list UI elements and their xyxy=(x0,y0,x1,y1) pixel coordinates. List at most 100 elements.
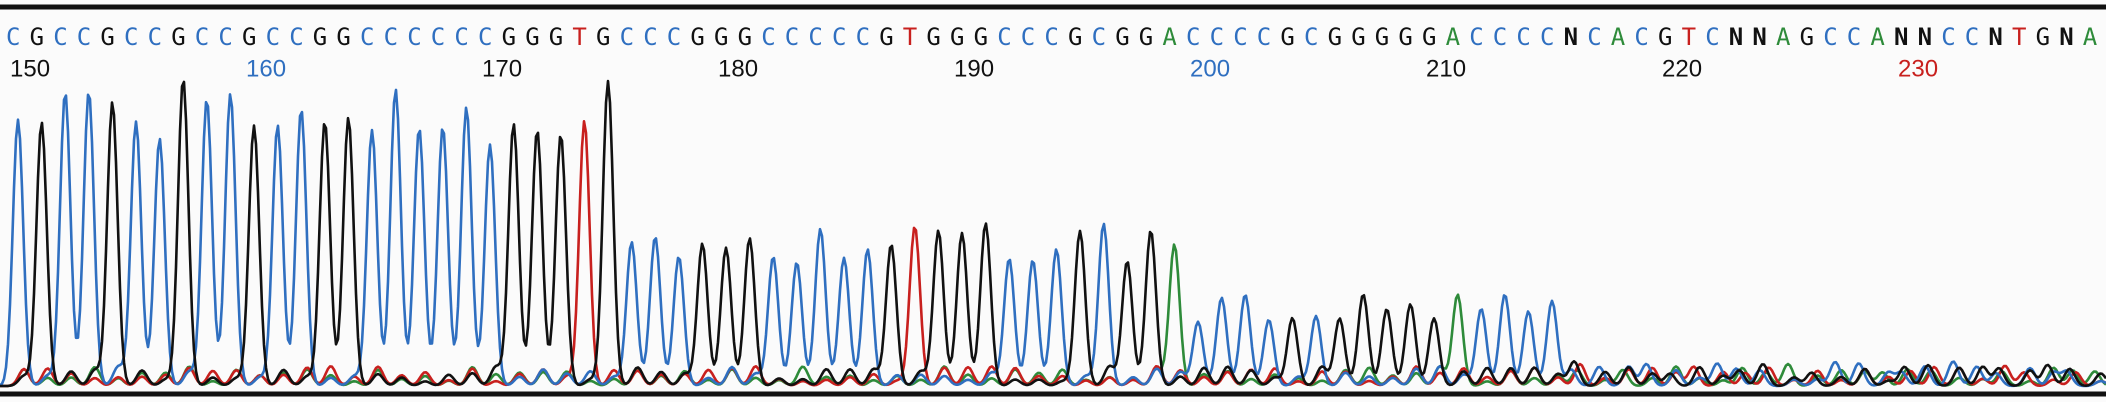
base-letter: C xyxy=(148,23,162,51)
base-letter: C xyxy=(53,23,67,51)
base-letter: A xyxy=(1776,23,1791,51)
position-label: 150 xyxy=(10,55,50,82)
base-letter: G xyxy=(596,23,610,51)
base-letter: G xyxy=(242,23,256,51)
base-letter: C xyxy=(1257,23,1271,51)
base-letter: G xyxy=(525,23,539,51)
base-letter: G xyxy=(1422,23,1436,51)
base-letter: C xyxy=(1516,23,1530,51)
base-letter: A xyxy=(1162,23,1177,51)
base-letter: G xyxy=(879,23,893,51)
base-letter: N xyxy=(1729,23,1743,51)
base-letter: C xyxy=(1823,23,1837,51)
base-letter: G xyxy=(100,23,114,51)
base-letter: C xyxy=(454,23,468,51)
base-letter: C xyxy=(1587,23,1601,51)
base-letter: C xyxy=(997,23,1011,51)
base-letter: C xyxy=(289,23,303,51)
base-letter: C xyxy=(1634,23,1648,51)
base-letter: G xyxy=(502,23,516,51)
base-letter: C xyxy=(266,23,280,51)
base-letter: C xyxy=(1469,23,1483,51)
base-letter: C xyxy=(77,23,91,51)
base-letter: C xyxy=(856,23,870,51)
base-letter: C xyxy=(1705,23,1719,51)
base-letter: G xyxy=(30,23,44,51)
traces xyxy=(0,79,2106,388)
base-letter: C xyxy=(360,23,374,51)
base-letter: C xyxy=(832,23,846,51)
base-letter: G xyxy=(336,23,350,51)
position-label: 210 xyxy=(1426,55,1466,82)
base-letter: C xyxy=(1021,23,1035,51)
trace xyxy=(0,79,2106,388)
base-letter: C xyxy=(1233,23,1247,51)
base-letter: C xyxy=(1044,23,1058,51)
base-letter: C xyxy=(667,23,681,51)
base-letter: T xyxy=(2012,23,2026,51)
position-label: 170 xyxy=(482,55,522,82)
base-letter: C xyxy=(1210,23,1224,51)
base-letter: C xyxy=(1092,23,1106,51)
base-letter: G xyxy=(1398,23,1412,51)
base-letter: C xyxy=(620,23,634,51)
base-letter: G xyxy=(549,23,563,51)
base-letter: G xyxy=(1068,23,1082,51)
base-letter: G xyxy=(2036,23,2050,51)
base-letter: N xyxy=(1918,23,1932,51)
base-letter: N xyxy=(1752,23,1766,51)
base-letter: C xyxy=(808,23,822,51)
base-letter: C xyxy=(124,23,138,51)
position-label: 230 xyxy=(1898,55,1938,82)
base-letter: C xyxy=(1941,23,1955,51)
base-letter: C xyxy=(195,23,209,51)
base-letter: N xyxy=(1894,23,1908,51)
base-letter: G xyxy=(1375,23,1389,51)
base-letter: G xyxy=(313,23,327,51)
base-letter: C xyxy=(1540,23,1554,51)
base-letter: C xyxy=(478,23,492,51)
base-letter: G xyxy=(1115,23,1129,51)
base-letter: C xyxy=(218,23,232,51)
base-letter: A xyxy=(2083,23,2098,51)
position-label: 220 xyxy=(1662,55,1702,82)
base-letter: N xyxy=(2059,23,2073,51)
trace xyxy=(0,88,2106,388)
position-label: 180 xyxy=(718,55,758,82)
base-letter: T xyxy=(572,23,586,51)
base-letter: C xyxy=(1493,23,1507,51)
base-letter: G xyxy=(1139,23,1153,51)
base-letter: C xyxy=(761,23,775,51)
base-letter: C xyxy=(1965,23,1979,51)
base-letter: G xyxy=(1280,23,1294,51)
base-letter: G xyxy=(738,23,752,51)
base-letter: G xyxy=(974,23,988,51)
base-letter: A xyxy=(1611,23,1626,51)
base-letter: C xyxy=(1186,23,1200,51)
base-letter: T xyxy=(903,23,917,51)
base-letter: G xyxy=(926,23,940,51)
base-letter: G xyxy=(950,23,964,51)
base-letter: N xyxy=(1988,23,2002,51)
base-letter: C xyxy=(407,23,421,51)
base-letter: C xyxy=(1847,23,1861,51)
position-label: 200 xyxy=(1190,55,1230,82)
position-label: 160 xyxy=(246,55,286,82)
base-letter: C xyxy=(785,23,799,51)
base-letter: G xyxy=(690,23,704,51)
base-letter: C xyxy=(431,23,445,51)
base-letter: C xyxy=(6,23,20,51)
base-letter: T xyxy=(1682,23,1696,51)
base-letter: A xyxy=(1870,23,1885,51)
base-letter: C xyxy=(643,23,657,51)
base-letter: N xyxy=(1564,23,1578,51)
base-letter: G xyxy=(1800,23,1814,51)
base-letter: G xyxy=(714,23,728,51)
base-letter: C xyxy=(1304,23,1318,51)
base-letter: C xyxy=(384,23,398,51)
position-labels: 150 160 170 180 190 200 210 220 230 xyxy=(10,55,1938,82)
base-letter: G xyxy=(171,23,185,51)
